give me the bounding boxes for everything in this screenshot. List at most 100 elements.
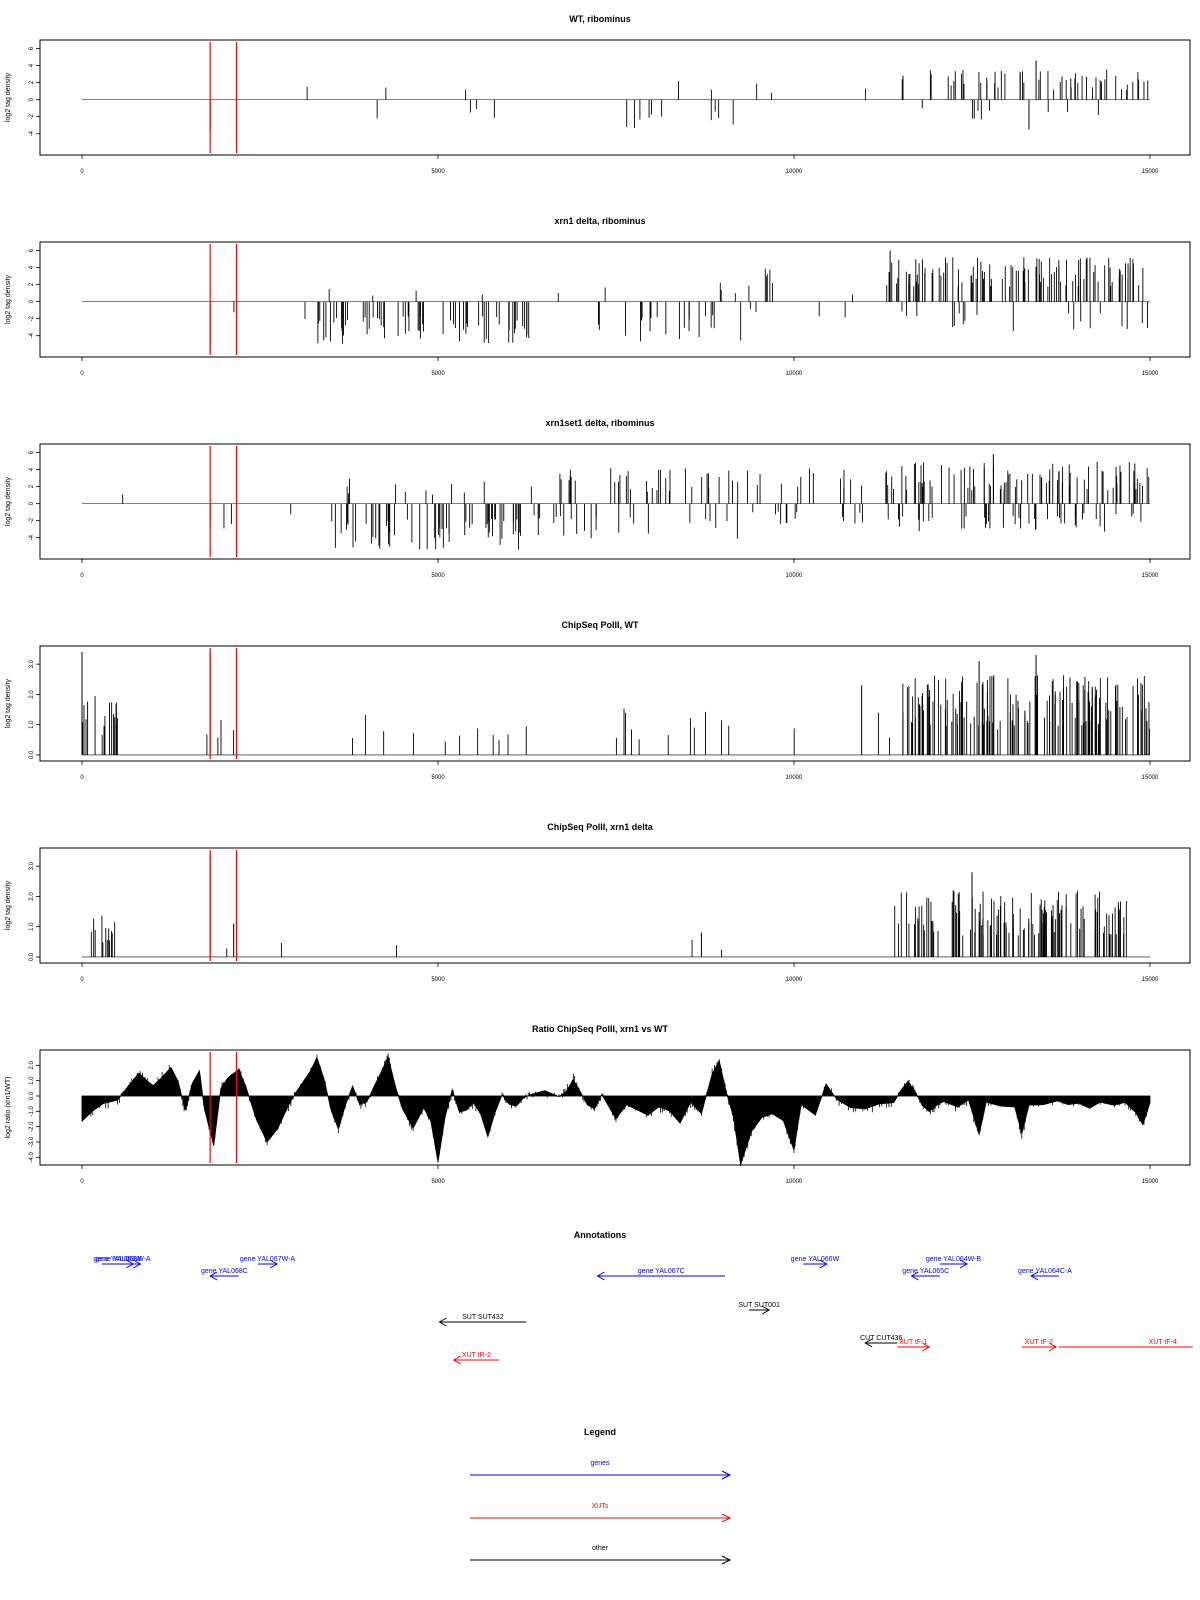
arrowhead bbox=[761, 1305, 771, 1315]
chart-title: ChipSeq PolII, xrn1 delta bbox=[547, 822, 654, 832]
legend-label: genes bbox=[590, 1460, 610, 1467]
y-tick-label: 4 bbox=[29, 265, 35, 269]
y-tick-label: -2 bbox=[29, 315, 35, 321]
y-tick-label: 4 bbox=[29, 63, 35, 67]
annotation-label: gene YAL068W-A bbox=[95, 1256, 151, 1263]
x-tick-label: 15000 bbox=[1142, 573, 1159, 579]
x-tick-label: 15000 bbox=[1142, 371, 1159, 377]
annotation-other: SUT SUT001 bbox=[738, 1302, 780, 1315]
annotation-label: XUT tF-1 bbox=[899, 1339, 927, 1346]
y-tick-label: 0.0 bbox=[29, 750, 35, 759]
bar-series bbox=[122, 454, 1150, 552]
chart-panel-3: xrn1set1 delta, ribominus log2 tag densit… bbox=[5, 418, 1191, 579]
chart-title: WT, ribominus bbox=[569, 14, 631, 24]
arrowhead bbox=[819, 1259, 828, 1269]
y-tick-label: 6 bbox=[29, 248, 35, 252]
legend-label: other bbox=[592, 1545, 609, 1552]
annotation-label: gene YAL066W bbox=[791, 1256, 840, 1263]
y-tick-label: 2 bbox=[29, 80, 35, 84]
chart-panel-1: WT, ribominus log2 tag density -4 -2 0 2 4 6 0 50… bbox=[5, 14, 1191, 175]
y-axis-label: log2 tag density bbox=[5, 274, 12, 324]
y-tick-label: 1.0 bbox=[29, 720, 35, 729]
annotation-gene: gene YAL069W bbox=[93, 1256, 142, 1269]
arrowhead bbox=[864, 1338, 873, 1348]
x-tick-label: 10000 bbox=[786, 573, 803, 579]
x-tick-label: 10000 bbox=[786, 775, 803, 781]
y-tick-label: 0 bbox=[29, 501, 35, 505]
y-axis-label: log2 tag density bbox=[5, 72, 12, 122]
plot-frame bbox=[39, 1049, 1191, 1166]
arrowhead bbox=[910, 1271, 919, 1281]
x-tick-label: 15000 bbox=[1142, 977, 1159, 983]
y-tick-label: -3.0 bbox=[29, 1136, 35, 1147]
y-tick-label: -4 bbox=[29, 534, 35, 540]
x-tick-label: 10000 bbox=[786, 977, 803, 983]
annotation-label: gene YAL064C-A bbox=[1018, 1268, 1072, 1275]
annotation-gene: gene YAL067W-A bbox=[240, 1256, 295, 1269]
arrowhead bbox=[209, 1271, 218, 1281]
chart-title: xrn1set1 delta, ribominus bbox=[545, 418, 654, 428]
y-tick-label: 2.0 bbox=[29, 1061, 35, 1070]
y-tick-label: 0 bbox=[29, 299, 35, 303]
chart-title: ChipSeq PolII, WT bbox=[562, 620, 639, 630]
arrowhead bbox=[922, 1342, 931, 1352]
y-tick-label: 0.0 bbox=[29, 1091, 35, 1100]
plot-frame bbox=[39, 39, 1191, 156]
plot-frame bbox=[39, 241, 1191, 358]
plot-frame bbox=[39, 847, 1191, 964]
arrowhead bbox=[438, 1317, 447, 1327]
bar-series bbox=[81, 652, 1150, 755]
x-tick-label: 5000 bbox=[431, 977, 445, 983]
y-tick-label: 4 bbox=[29, 467, 35, 471]
annotation-label: CUT CUT436 bbox=[860, 1335, 902, 1342]
annotation-gene: gene YAL068C bbox=[201, 1268, 248, 1281]
arrowhead bbox=[452, 1355, 461, 1365]
y-tick-label: -4 bbox=[29, 130, 35, 136]
annotation-label: gene YAL065C bbox=[902, 1268, 949, 1275]
annotation-label: gene YAL064W-B bbox=[926, 1256, 982, 1263]
annotations-title: Annotations bbox=[574, 1230, 627, 1240]
y-tick-label: 2.0 bbox=[29, 690, 35, 699]
y-tick-label: 2 bbox=[29, 282, 35, 286]
y-tick-label: -1.0 bbox=[29, 1106, 35, 1117]
legend-item: XUTs bbox=[470, 1503, 732, 1523]
y-tick-label: 0 bbox=[29, 97, 35, 101]
annotation-gene: gene YAL065C bbox=[902, 1268, 949, 1281]
chart-panel-6: Ratio ChipSeq PolII, xrn1 vs WT log2 rati… bbox=[5, 1024, 1191, 1185]
y-axis-label: log2 tag density bbox=[5, 880, 12, 930]
annotation-xut: XUT tF-2 bbox=[1021, 1339, 1058, 1352]
x-tick-label: 15000 bbox=[1142, 169, 1159, 175]
y-tick-label: 1.0 bbox=[29, 1076, 35, 1085]
arrowhead bbox=[1030, 1271, 1039, 1281]
arrowhead bbox=[126, 1259, 135, 1269]
annotation-label: XUT tF-2 bbox=[1025, 1339, 1053, 1346]
x-tick-label: 5000 bbox=[431, 371, 445, 377]
annotation-gene: gene YAL064C-A bbox=[1018, 1268, 1072, 1281]
annotation-label: XUT tR-2 bbox=[462, 1352, 491, 1359]
x-tick-label: 0 bbox=[80, 1179, 84, 1185]
y-tick-label: -4.0 bbox=[29, 1152, 35, 1163]
x-tick-label: 5000 bbox=[431, 775, 445, 781]
annotation-label: gene YAL069W bbox=[93, 1256, 142, 1263]
y-tick-label: -2 bbox=[29, 517, 35, 523]
y-axis-label: log2 ratio (xrn1/WT) bbox=[5, 1077, 12, 1139]
annotation-xut: XUT tR-2 bbox=[452, 1352, 500, 1365]
annotation-xut: XUT tF-4 bbox=[1058, 1339, 1193, 1348]
x-tick-label: 10000 bbox=[786, 371, 803, 377]
plot-frame bbox=[39, 645, 1191, 762]
annotation-label: SUT SUT001 bbox=[738, 1302, 780, 1309]
y-tick-label: -2.0 bbox=[29, 1121, 35, 1132]
legend-item: genes bbox=[470, 1460, 732, 1480]
annotation-label: gene YAL068C bbox=[201, 1268, 248, 1275]
annotation-label: gene YAL067C bbox=[638, 1268, 685, 1275]
annotation-label: SUT SUT432 bbox=[462, 1314, 504, 1321]
y-tick-label: 2.0 bbox=[29, 892, 35, 901]
bar-series bbox=[90, 854, 1127, 957]
arrowhead bbox=[133, 1259, 142, 1269]
legend-title: Legend bbox=[584, 1427, 616, 1437]
annotation-gene: gene YAL064W-B bbox=[926, 1256, 982, 1269]
legend-arrowhead bbox=[721, 1470, 732, 1480]
y-tick-label: 6 bbox=[29, 46, 35, 50]
